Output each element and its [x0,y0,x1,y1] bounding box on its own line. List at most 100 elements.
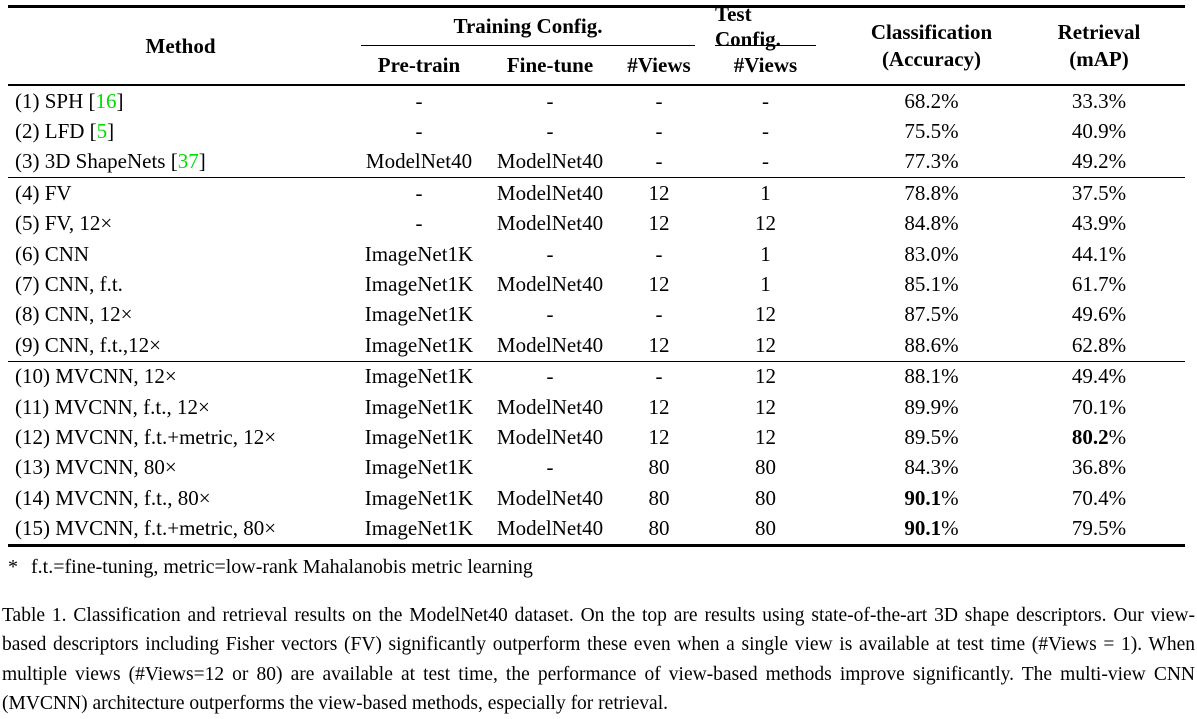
table-row: (8) CNN, 12× ImageNet1K - - 12 87.5% 49.6% [8,300,1185,330]
finetune-cell: ModelNet40 [496,149,604,174]
views-train-cell: 12 [648,332,670,357]
pretrain-cell: ModelNet40 [365,149,473,174]
retrieval-cell: 70.1% [1071,394,1127,419]
views-train-cell: - [655,302,663,327]
finetune-cell: - [546,455,554,480]
finetune-cell: - [546,88,554,113]
retrieval-cell: 49.4% [1071,364,1127,389]
method-cell: (1) SPH [16] [15,88,124,113]
table-row: (1) SPH [16] - - - - 68.2% 33.3% [8,86,1185,116]
pretrain-cell: ImageNet1K [364,516,474,541]
views-train-cell: 12 [648,180,670,205]
views-train-cell: - [655,119,663,144]
table-row: (6) CNN ImageNet1K - - 1 83.0% 44.1% [8,239,1185,269]
retrieval-cell: 70.4% [1071,485,1127,510]
views-train-cell: - [655,149,663,174]
citation-link[interactable]: 37 [177,149,199,174]
footnote: * f.t.=fine-tuning, metric=low-rank Mahal… [8,556,533,579]
col-header-classification-line2: (Accuracy) [881,47,982,71]
col-header-retrieval-line1: Retrieval [1057,20,1141,44]
table-row: (15) MVCNN, f.t.+metric, 80× ImageNet1K Mo… [8,513,1185,543]
group-header-test-config: Test Config. [715,2,816,51]
views-train-cell: - [655,88,663,113]
method-cell: (3) 3D ShapeNets [37] [15,149,206,174]
classification-cell: 68.2% [904,88,959,113]
views-train-cell: 80 [648,516,670,541]
method-cell: (12) MVCNN, f.t.+metric, 12× [15,424,277,449]
pretrain-cell: ImageNet1K [364,302,474,327]
finetune-cell: ModelNet40 [496,180,604,205]
table-row: (2) LFD [5] - - - - 75.5% 40.9% [8,116,1185,146]
classification-cell: 88.6% [904,332,959,357]
views-train-cell: 80 [648,455,670,480]
views-test-cell: 1 [760,180,771,205]
classification-cell: 83.0% [904,241,959,266]
retrieval-cell: 33.3% [1071,88,1127,113]
footnote-text: f.t.=fine-tuning, metric=low-rank Mahala… [31,556,533,578]
pretrain-cell: - [415,119,423,144]
views-train-cell: 12 [648,394,670,419]
views-test-cell: - [762,119,769,144]
method-cell: (10) MVCNN, 12× [15,364,177,389]
table-row: (5) FV, 12× - ModelNet40 12 12 84.8% 43.9% [8,209,1185,239]
views-train-cell: 12 [648,424,670,449]
col-header-method: Method [145,33,216,58]
retrieval-cell: 43.9% [1071,211,1127,236]
table-row: (4) FV - ModelNet40 12 1 78.8% 37.5% [8,178,1185,208]
retrieval-cell: 49.2% [1071,149,1127,174]
col-header-retrieval-line2: (mAP) [1069,47,1129,71]
col-header-classification-line1: Classification [870,20,993,44]
classification-cell: 84.3% [904,455,959,480]
row-group: (10) MVCNN, 12× ImageNet1K - - 12 88.1% 49.4% (… [8,362,1185,547]
pretrain-cell: ImageNet1K [364,332,474,357]
views-test-cell: 12 [755,394,776,419]
col-header-views-test: #Views [733,52,798,77]
classification-cell: 90.1% [904,485,959,510]
views-test-cell: 1 [760,272,771,297]
views-train-cell: 80 [648,485,670,510]
col-header-finetune: Fine-tune [506,52,594,77]
classification-cell: 88.1% [904,364,959,389]
retrieval-cell: 61.7% [1071,272,1127,297]
table-header: Method Training Config. Test Config. Cla… [8,2,1185,86]
views-test-cell: - [762,149,769,174]
retrieval-cell: 79.5% [1071,516,1127,541]
classification-cell: 75.5% [904,119,959,144]
pretrain-cell: - [415,211,423,236]
table-row: (13) MVCNN, 80× ImageNet1K - 80 80 84.3% 36.8% [8,453,1185,483]
classification-cell: 77.3% [904,149,959,174]
col-header-classification: Classification (Accuracy) [828,8,1035,84]
finetune-cell: ModelNet40 [496,332,604,357]
pretrain-cell: ImageNet1K [364,394,474,419]
views-train-cell: - [655,364,663,389]
views-test-cell: 12 [755,302,776,327]
pretrain-cell: ImageNet1K [364,455,474,480]
views-train-cell: - [655,241,663,266]
method-cell: (13) MVCNN, 80× [15,455,177,480]
col-header-views-train: #Views [627,52,691,77]
table-row: (9) CNN, f.t.,12× ImageNet1K ModelNet40 12 1… [8,330,1185,360]
table-caption: Table 1. Classification and retrieval re… [2,605,1195,715]
pretrain-cell: ImageNet1K [364,241,474,266]
citation-link[interactable]: 16 [95,88,117,113]
retrieval-cell: 37.5% [1071,180,1127,205]
method-cell: (15) MVCNN, f.t.+metric, 80× [15,516,277,541]
views-test-cell: 80 [755,485,776,510]
pretrain-cell: - [415,88,423,113]
retrieval-cell: 40.9% [1071,119,1127,144]
finetune-cell: - [546,241,554,266]
pretrain-cell: - [415,180,423,205]
table-row: (11) MVCNN, f.t., 12× ImageNet1K ModelNet4… [8,392,1185,422]
views-train-cell: 12 [648,211,670,236]
retrieval-cell: 49.6% [1071,302,1127,327]
footnote-marker: * [8,556,18,578]
table-row: (10) MVCNN, 12× ImageNet1K - - 12 88.1% 49.4% [8,362,1185,392]
method-cell: (7) CNN, f.t. [15,272,123,297]
method-cell: (14) MVCNN, f.t., 80× [15,485,211,510]
group-header-training-config: Training Config. [361,8,695,46]
views-test-cell: - [762,88,769,113]
table-row: (7) CNN, f.t. ImageNet1K ModelNet40 12 1 85.1… [8,269,1185,299]
citation-link[interactable]: 5 [96,119,108,144]
views-test-cell: 80 [755,455,776,480]
method-cell: (6) CNN [15,241,90,266]
